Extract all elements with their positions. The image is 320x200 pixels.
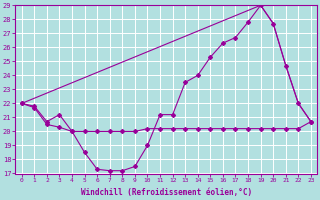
X-axis label: Windchill (Refroidissement éolien,°C): Windchill (Refroidissement éolien,°C)	[81, 188, 252, 197]
